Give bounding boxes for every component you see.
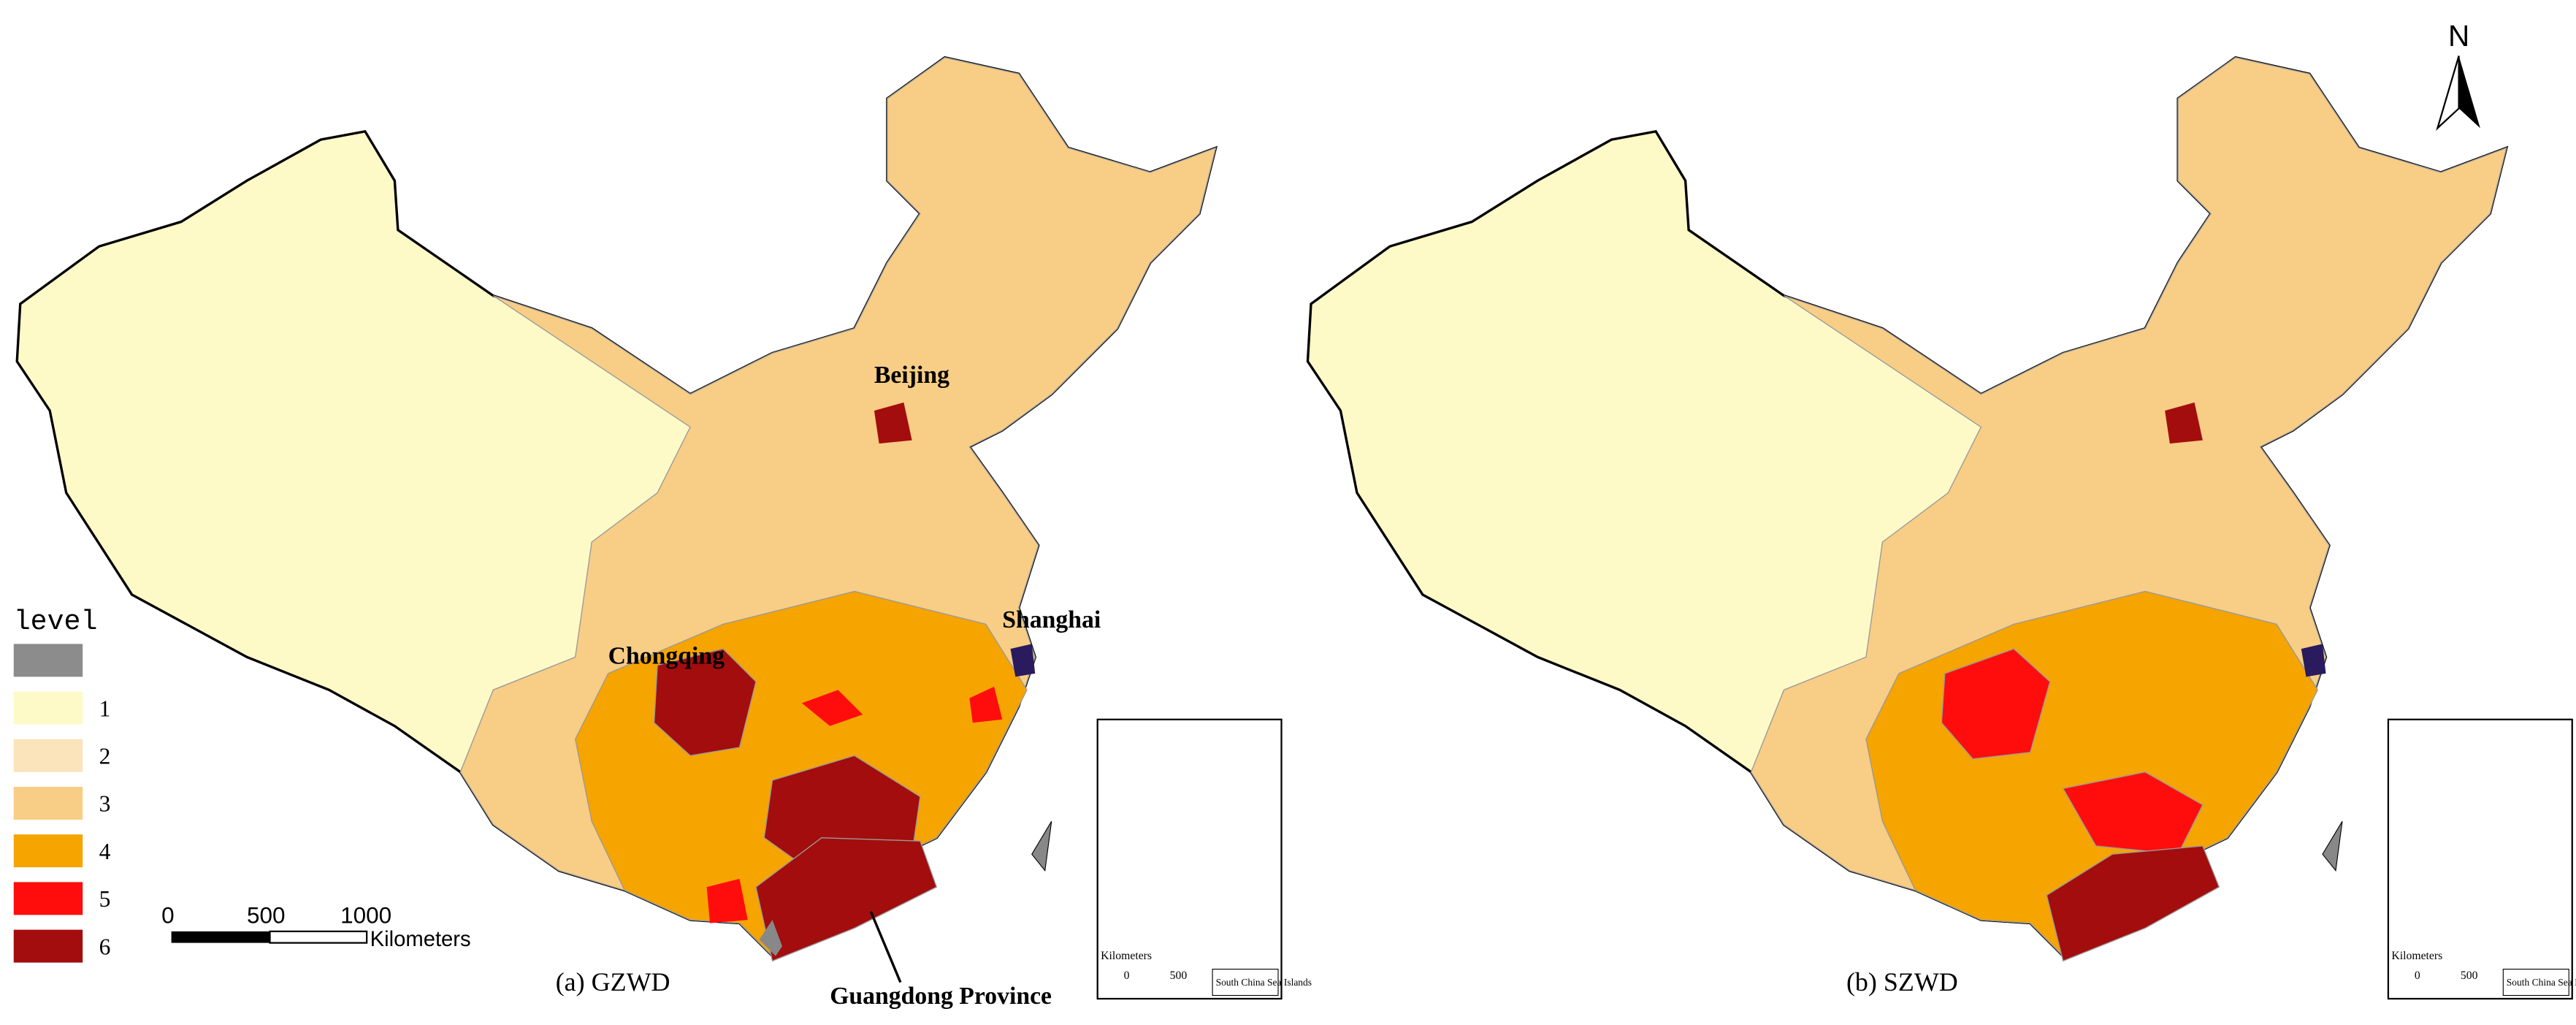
inset-caption: South China Sea Islands <box>1216 977 1312 988</box>
scale-tick: 1000 <box>340 903 391 929</box>
insets: Kilometers 0 500 South China Sea Islands… <box>1101 950 2576 997</box>
legend-swatch <box>13 786 83 820</box>
inset-unit: Kilometers <box>2391 950 2442 962</box>
map-b: (b) SZWD <box>1306 56 2573 1000</box>
legend-label: 5 <box>99 886 111 912</box>
legend-label: 6 <box>99 934 111 959</box>
inset-tick: 0 <box>1124 969 1130 982</box>
legend-swatch <box>13 739 83 772</box>
legend-label: 2 <box>99 744 111 769</box>
label: Chongqing <box>608 642 725 669</box>
label: Shanghai <box>1002 606 1101 633</box>
legend-label: 3 <box>99 791 111 817</box>
legend-swatch <box>13 834 83 868</box>
legend-label: 1 <box>99 696 111 721</box>
inset-tick: 500 <box>1170 969 1188 982</box>
legend-swatch <box>13 691 83 725</box>
legend-swatch <box>13 882 83 915</box>
inset-tick: 0 <box>2415 969 2420 982</box>
legend-title: level <box>14 606 98 638</box>
caption: (b) SZWD <box>1846 967 1958 997</box>
legend: level 1 2 3 4 5 6 <box>13 606 111 963</box>
legend-label: 4 <box>99 839 111 864</box>
scale-bar: 0 500 1000 Kilometers <box>161 903 471 951</box>
caption: (a) GZWD <box>556 967 670 997</box>
scale-tick: 0 <box>161 903 175 929</box>
inset-unit: Kilometers <box>1101 950 1152 962</box>
scale-unit: Kilometers <box>370 928 471 951</box>
inset-tick: 500 <box>2461 969 2478 982</box>
inset-caption: South China Sea Islands <box>2507 977 2576 988</box>
north-arrow: N <box>2436 19 2480 131</box>
legend-swatch <box>13 644 83 677</box>
label: Guangdong Province <box>830 983 1052 1010</box>
north-label: N <box>2448 19 2469 53</box>
map-a: Beijing Shanghai Chongqing Guangdong Pro… <box>15 56 1283 1010</box>
scale-tick: 500 <box>247 903 286 929</box>
legend-swatch <box>13 929 83 963</box>
label: Beijing <box>874 362 949 389</box>
